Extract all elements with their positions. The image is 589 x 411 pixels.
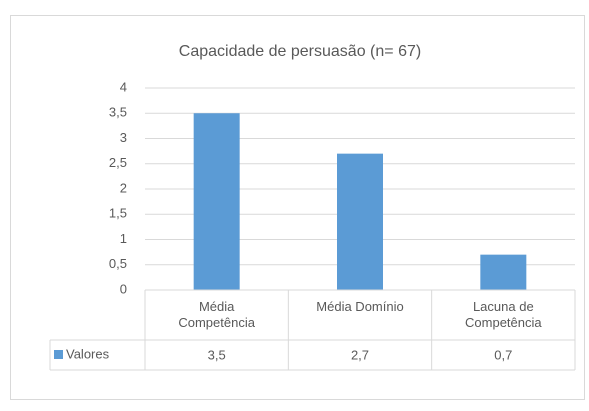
x-tick-label: Média Competência xyxy=(178,299,255,330)
y-tick-label: 4 xyxy=(120,79,127,94)
y-tick-label: 3,5 xyxy=(109,105,127,120)
y-tick-label: 3 xyxy=(120,130,127,145)
legend-key xyxy=(54,350,63,359)
x-tick-label: Média Domínio xyxy=(316,299,404,314)
bar xyxy=(337,153,383,290)
bar xyxy=(193,113,240,290)
y-tick-label: 1 xyxy=(120,231,127,246)
y-tick-label: 1,5 xyxy=(109,206,127,221)
bar xyxy=(480,254,527,290)
data-table-value: 0,7 xyxy=(494,347,512,362)
y-tick-label: 0,5 xyxy=(109,256,127,271)
y-tick-label: 2 xyxy=(120,180,127,195)
data-table-value: 2,7 xyxy=(351,347,369,362)
x-tick-label: Lacuna de Competência xyxy=(465,299,542,330)
chart-border xyxy=(10,15,585,400)
legend-label: Valores xyxy=(66,346,110,361)
y-tick-label: 2,5 xyxy=(109,155,127,170)
data-table-value: 3,5 xyxy=(208,347,226,362)
y-tick-label: 0 xyxy=(120,281,127,296)
chart-title: Capacidade de persuasão (n= 67) xyxy=(179,43,421,60)
